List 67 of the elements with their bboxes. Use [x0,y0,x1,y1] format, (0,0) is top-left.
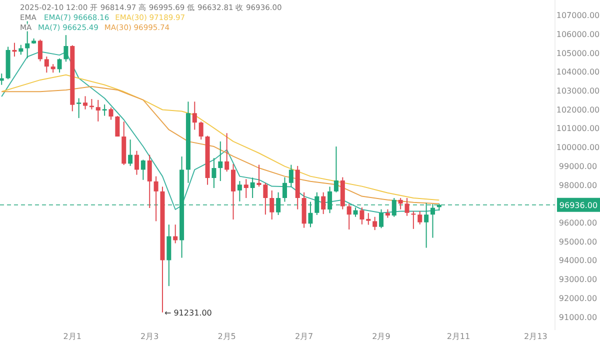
candlestick [166,224,172,287]
candlestick [270,190,274,220]
candlestick [237,180,242,202]
candlestick [218,140,223,182]
y-tick-label: 99000.00 [558,162,598,171]
candlestick [108,106,114,120]
candlestick [147,154,152,208]
x-tick-label: 2月11 [446,332,470,341]
candlestick [288,164,294,188]
candlestick [140,159,146,180]
x-tick-label: 2月3 [140,332,159,341]
candlestick [360,206,364,225]
y-tick-label: 100000.00 [556,143,600,152]
candlestick [115,115,120,138]
candlestick [57,58,62,74]
candlestick [44,56,49,74]
candlestick [334,146,338,193]
candlestick [212,158,216,189]
candlestick [128,139,133,166]
y-tick-label: 92000.00 [558,294,598,303]
y-tick-label: 93000.00 [558,275,598,284]
x-tick-label: 2月9 [372,332,390,341]
candlestick [366,212,371,226]
y-tick-label: 103000.00 [556,86,600,96]
x-tick-label: 2月5 [218,332,236,341]
candlestick [134,150,139,176]
y-tick-label: 107000.00 [556,11,600,20]
candlestick [96,99,100,122]
y-tick-label: 104000.00 [556,68,600,77]
candlestick [353,206,358,218]
y-tick-label: 94000.00 [558,256,598,266]
candlestick [346,203,352,230]
x-tick-label: 2月13 [524,332,548,341]
ref-line-label: 96936.00 [559,200,598,210]
y-tick-label: 91000.00 [558,312,598,322]
candlestick [198,121,204,140]
x-tick-label: 2月1 [63,332,82,341]
y-tick-label: 95000.00 [558,237,598,246]
candlestick [76,98,82,119]
candlestick [321,192,326,215]
candlestick [418,210,422,225]
candlestick [379,208,384,229]
y-tick-label: 96000.00 [558,218,598,228]
candlestick [314,192,320,216]
candlestick [372,216,378,231]
x-tick-label: 2月7 [294,332,314,341]
candlestick [192,101,197,130]
annotation: ← 91231.00 [164,308,212,318]
candlestick [282,176,287,202]
candlestick [392,198,396,218]
candlestick [231,164,236,220]
y-tick-label: 106000.00 [556,30,600,39]
candlestick [224,132,230,172]
candlestick [38,39,42,62]
y-tick-label: 102000.00 [556,105,600,114]
candlestick [102,104,107,116]
candlestick [64,34,68,62]
candlestick [411,210,416,230]
candlestick [83,96,88,110]
candlestick [154,176,158,222]
y-tick-label: 105000.00 [556,48,600,58]
candlestick [250,177,255,198]
y-tick-label: 98000.00 [558,180,598,190]
candlestick [398,198,403,210]
y-tick-label: 101000.00 [556,124,600,134]
candlestick [244,178,248,198]
candlestick [404,198,410,216]
